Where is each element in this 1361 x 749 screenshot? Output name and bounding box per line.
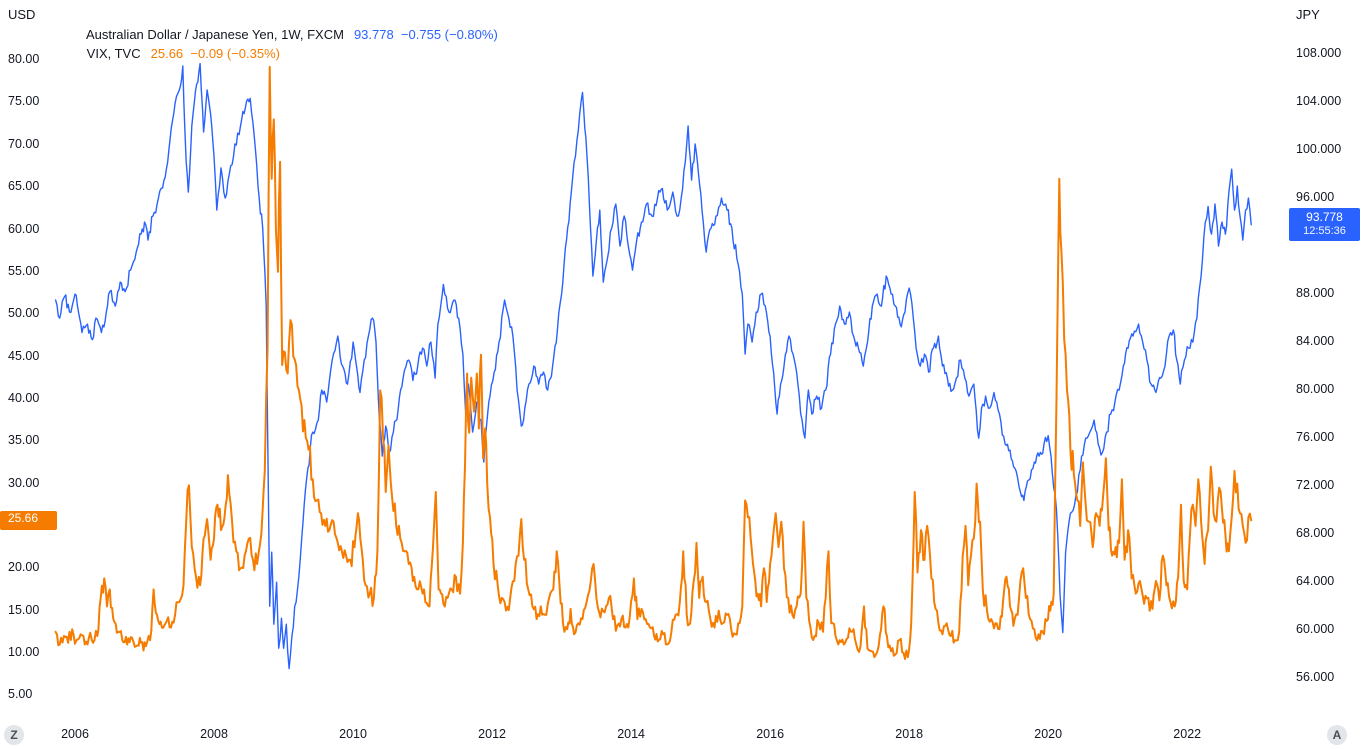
symbol-values-vix: 25.66 −0.09 (−0.35%) [150, 46, 280, 61]
left-price-tick-label: 65.00 [8, 179, 40, 194]
symbol-title-vix: VIX, TVC [86, 46, 141, 61]
left-price-tick-label: 5.00 [8, 687, 33, 702]
left-price-tick-label: 35.00 [8, 433, 40, 448]
left-price-tick-label: 75.00 [8, 94, 40, 109]
last-price-value-audjpy: 93.778 [1306, 209, 1343, 224]
last-price-label-vix: 25.66 [0, 510, 57, 530]
right-axis-currency-label: JPY [1296, 7, 1320, 22]
right-price-tick-label: 76.000 [1296, 430, 1335, 445]
right-price-tick-label: 60.000 [1296, 622, 1335, 637]
last-price-value-vix: 25.66 [8, 510, 39, 525]
legend-row-vix[interactable]: VIX, TVC 25.66 −0.09 (−0.35%) [65, 25, 498, 61]
corner-button-a[interactable]: A [1327, 725, 1347, 745]
left-axis-currency-label: USD [8, 7, 36, 22]
right-price-tick-label: 72.000 [1296, 478, 1335, 493]
right-price-tick-label: 56.000 [1296, 670, 1335, 685]
symbol-values-audjpy: 93.778 −0.755 (−0.80%) [353, 27, 498, 42]
legend: Australian Dollar / Japanese Yen, 1W, FX… [65, 6, 498, 61]
time-axis-year-label: 2012 [478, 727, 506, 741]
right-price-tick-label: 84.000 [1296, 334, 1335, 349]
corner-button-z[interactable]: Z [4, 725, 24, 745]
left-price-scale[interactable]: 80.00 75.00 70.00 65.00 60.00 55.00 50.00 45.00… [0, 0, 50, 719]
time-axis-year-label: 2018 [895, 727, 924, 741]
right-price-tick-label: 100.000 [1296, 142, 1342, 157]
time-axis-year-label: 2016 [756, 727, 785, 741]
series-line-vix [54, 65, 1253, 660]
last-price-label-audjpy: 93.778 12:55:36 [1289, 207, 1360, 241]
right-price-tick-label: 108.000 [1296, 46, 1342, 60]
left-price-tick-label: 50.00 [8, 306, 40, 321]
left-price-tick-label: 30.00 [8, 475, 40, 490]
right-price-tick-label: 68.000 [1296, 526, 1335, 541]
right-price-tick-label: 64.000 [1296, 574, 1335, 589]
right-price-scale[interactable]: 108.000 104.000 100.000 96.000 88.000 84.000 8… [1288, 0, 1361, 719]
left-price-tick-label: 45.00 [8, 348, 40, 363]
left-price-tick-label: 10.00 [8, 644, 40, 659]
time-axis-year-label: 2014 [617, 727, 646, 741]
time-axis-year-label: 2020 [1034, 727, 1063, 741]
left-price-tick-label: 55.00 [8, 263, 40, 278]
right-price-tick-label: 104.000 [1296, 94, 1342, 109]
symbol-title-audjpy: Australian Dollar / Japanese Yen, 1W, FX… [85, 27, 344, 42]
time-scale[interactable]: 2006 2008 2010 2012 2014 2016 2018 2020 2022 [0, 719, 1361, 749]
time-axis-year-label: 2022 [1173, 727, 1202, 741]
left-price-tick-label: 15.00 [8, 602, 40, 617]
series-line-audjpy [54, 62, 1252, 670]
time-axis-year-label: 2010 [339, 727, 367, 741]
right-price-tick-label: 80.000 [1296, 382, 1335, 397]
left-price-tick-label: 80.00 [8, 52, 40, 67]
left-price-tick-label: 70.00 [8, 136, 40, 151]
bar-close-countdown: 12:55:36 [1303, 224, 1346, 237]
left-price-tick-label: 20.00 [8, 560, 40, 575]
left-price-tick-label: 40.00 [8, 390, 40, 405]
right-price-tick-label: 96.000 [1296, 190, 1335, 205]
time-axis-year-label: 2008 [200, 727, 228, 741]
legend-row-audjpy[interactable]: Australian Dollar / Japanese Yen, 1W, FX… [65, 6, 498, 42]
left-price-tick-label: 60.00 [8, 221, 40, 236]
time-axis-year-label: 2006 [61, 727, 89, 741]
right-price-tick-label: 88.000 [1296, 286, 1335, 301]
